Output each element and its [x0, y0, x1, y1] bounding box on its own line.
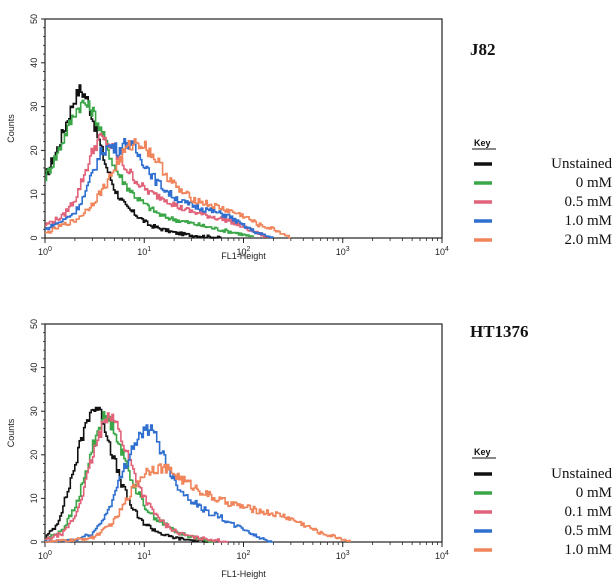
x-axis-title: FL1-Height — [221, 251, 266, 261]
x-tick-label: 101 — [137, 550, 151, 561]
x-tick-label: 100 — [38, 550, 52, 561]
x-tick-label: 102 — [237, 246, 251, 257]
key-title: Key — [474, 138, 491, 148]
series-line-0-5-mm — [45, 132, 270, 238]
y-tick-label: 50 — [29, 319, 39, 329]
legend-label: Unstained — [551, 156, 612, 172]
y-tick-label: 20 — [29, 145, 39, 155]
y-tick-label: 0 — [29, 539, 39, 544]
legend-label: 1.0 mM — [564, 213, 612, 229]
series-line-0-5-mm — [45, 424, 274, 543]
legend-label: 0 mM — [576, 485, 612, 501]
x-tick-label: 104 — [435, 550, 449, 561]
series-line-unstained — [45, 84, 222, 239]
key-title: Key — [474, 447, 491, 457]
series-line-unstained — [45, 406, 209, 543]
legend-label: 0.1 mM — [564, 504, 612, 520]
sample-title: HT1376 — [470, 322, 529, 341]
sample-title: J82 — [470, 40, 496, 59]
legend-label: 0 mM — [576, 175, 612, 191]
series-line-1-0-mm — [45, 138, 274, 239]
x-tick-label: 103 — [336, 246, 350, 257]
legend-label: 0.5 mM — [564, 523, 612, 539]
legend-label: 2.0 mM — [564, 232, 612, 248]
y-tick-label: 10 — [29, 189, 39, 199]
x-tick-label: 102 — [237, 550, 251, 561]
y-tick-label: 30 — [29, 102, 39, 112]
series-line-1-0-mm — [45, 463, 351, 543]
y-tick-label: 20 — [29, 450, 39, 460]
y-tick-label: 30 — [29, 406, 39, 416]
histogram-panel-1: 0 10 20 30 40 50 100 101 102 103 104 FL1-Height Coun… — [6, 319, 612, 579]
y-tick-label: 40 — [29, 58, 39, 68]
plot-frame — [44, 18, 443, 239]
series-line-0-1-mm — [45, 412, 229, 543]
series-line-0-mm — [45, 99, 255, 238]
y-tick-label: 10 — [29, 493, 39, 503]
legend-label: 0.5 mM — [564, 194, 612, 210]
x-tick-label: 101 — [137, 246, 151, 257]
series-line-2-0-mm — [45, 138, 291, 239]
y-axis-title: Counts — [6, 418, 16, 447]
x-axis-title: FL1-Height — [221, 569, 266, 579]
y-tick-label: 40 — [29, 363, 39, 373]
y-tick-label: 50 — [29, 14, 39, 24]
legend-label: 1.0 mM — [564, 542, 612, 558]
y-axis-title: Counts — [6, 114, 16, 143]
x-tick-label: 100 — [38, 246, 52, 257]
y-tick-label: 0 — [29, 235, 39, 240]
x-tick-label: 104 — [435, 246, 449, 257]
legend-label: Unstained — [551, 466, 612, 482]
histogram-panel-0: 0 10 20 30 40 50 100 101 102 103 104 FL1-Height Coun… — [6, 14, 612, 261]
x-tick-label: 103 — [336, 550, 350, 561]
